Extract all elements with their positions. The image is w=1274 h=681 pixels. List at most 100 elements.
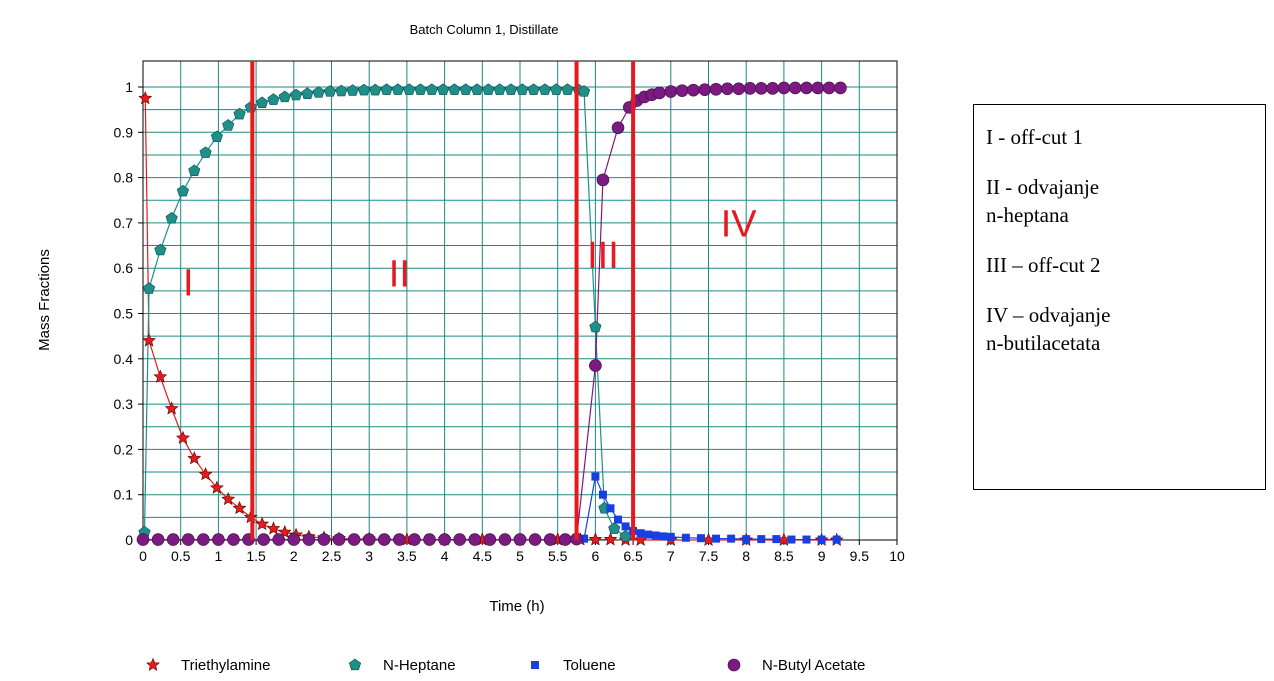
point-toluene — [832, 535, 841, 544]
point-n-heptane — [335, 84, 348, 97]
point-n-butyl-acetate — [317, 533, 331, 546]
point-n-heptane — [357, 83, 370, 96]
point-n-butyl-acetate — [302, 533, 316, 546]
point-n-heptane — [608, 522, 621, 534]
legend-marker-n-heptane — [348, 658, 362, 671]
annotation-entry-1: I - off-cut 1 — [986, 125, 1083, 149]
point-toluene — [787, 535, 796, 544]
point-toluene — [666, 532, 675, 541]
point-triethylamine — [142, 333, 156, 347]
x-tick-label: 7.5 — [699, 548, 719, 564]
point-n-butyl-acetate — [513, 533, 527, 546]
point-n-butyl-acetate — [166, 533, 180, 546]
point-n-heptane — [142, 282, 156, 294]
x-tick-label: 9 — [818, 548, 826, 564]
point-n-butyl-acetate — [362, 533, 376, 546]
x-tick-label: 5 — [516, 548, 524, 564]
x-tick-label: 4 — [441, 548, 449, 564]
point-n-heptane — [323, 85, 337, 97]
point-n-heptane — [403, 83, 416, 95]
x-tick-label: 6 — [592, 548, 600, 564]
legend-marker-n-butyl-acetate — [727, 658, 741, 672]
legend-label-toluene: Toluene — [563, 657, 616, 674]
point-toluene — [727, 534, 736, 543]
point-n-butyl-acetate — [423, 533, 436, 546]
point-toluene — [742, 535, 751, 544]
y-tick-label: 0.7 — [114, 215, 134, 231]
y-tick-label: 0.8 — [114, 170, 134, 186]
legend: Triethylamine N-Heptane Toluene N-Butyl Ace… — [146, 657, 865, 674]
x-tick-label: 2.5 — [322, 548, 342, 564]
annotation-entry-4: IV – odvajanje n-butilacetata — [986, 303, 1111, 355]
point-n-butyl-acetate — [347, 533, 361, 546]
point-toluene — [580, 534, 589, 543]
point-n-butyl-acetate — [777, 81, 791, 95]
point-triethylamine — [255, 516, 270, 531]
point-n-heptane — [176, 184, 190, 197]
point-n-heptane — [538, 83, 551, 95]
point-n-heptane — [290, 88, 303, 101]
point-n-heptane — [516, 83, 529, 95]
x-tick-label: 7 — [667, 548, 675, 564]
point-n-heptane — [414, 83, 427, 95]
point-n-heptane — [482, 83, 495, 95]
point-triethylamine — [266, 521, 281, 535]
point-n-heptane — [369, 83, 382, 96]
point-n-butyl-acetate — [197, 533, 210, 546]
point-n-butyl-acetate — [453, 533, 466, 546]
point-n-butyl-acetate — [227, 533, 240, 546]
point-toluene — [817, 535, 826, 544]
x-tick-label: 1.5 — [246, 548, 266, 564]
y-axis-label: Mass Fractions — [36, 249, 53, 351]
point-toluene — [621, 522, 630, 531]
point-n-heptane — [188, 164, 201, 176]
point-n-heptane — [267, 93, 280, 105]
x-tick-label: 5.5 — [548, 548, 568, 564]
series-markers — [136, 81, 847, 546]
point-n-heptane — [165, 211, 178, 224]
chart-title: Batch Column 1, Distillate — [410, 22, 559, 37]
point-n-butyl-acetate — [709, 82, 723, 96]
annotation-entry-3: III – off-cut 2 — [986, 253, 1101, 277]
point-n-heptane — [210, 130, 223, 142]
point-n-butyl-acetate — [698, 83, 712, 97]
point-n-butyl-acetate — [811, 81, 825, 95]
point-n-heptane — [493, 83, 506, 95]
point-toluene — [591, 472, 600, 481]
point-n-butyl-acetate — [151, 533, 165, 546]
cut-lines — [250, 61, 636, 540]
point-triethylamine — [232, 501, 247, 515]
x-tick-label: 10 — [889, 548, 905, 564]
point-n-butyl-acetate — [800, 81, 813, 95]
point-n-butyl-acetate — [589, 359, 602, 372]
point-n-butyl-acetate — [653, 86, 666, 100]
y-tick-label: 0.1 — [114, 487, 134, 503]
point-triethylamine — [164, 401, 179, 415]
point-toluene — [802, 535, 811, 544]
region-label: IV — [721, 203, 758, 245]
point-n-heptane — [527, 83, 540, 95]
x-tick-label: 0.5 — [171, 548, 191, 564]
y-tick-labels: 0 0.1 0.2 0.3 0.4 0.5 0.6 0.7 0.8 0.9 1 — [114, 79, 143, 548]
point-n-butyl-acetate — [393, 533, 406, 546]
point-n-butyl-acetate — [687, 83, 700, 97]
region-label: III — [587, 235, 619, 277]
point-n-butyl-acetate — [611, 121, 625, 135]
y-tick-label: 0.2 — [114, 441, 134, 457]
point-n-heptane — [346, 84, 359, 96]
point-n-butyl-acetate — [558, 533, 572, 546]
point-n-butyl-acetate — [528, 533, 542, 546]
point-toluene — [696, 534, 705, 543]
point-n-heptane — [550, 83, 563, 95]
point-triethylamine — [138, 91, 153, 105]
point-n-heptane — [437, 83, 450, 95]
point-triethylamine — [187, 451, 202, 465]
point-n-heptane — [459, 83, 472, 95]
legend-label-triethylamine: Triethylamine — [181, 657, 270, 674]
point-n-heptane — [391, 83, 404, 95]
region-label: II — [389, 253, 410, 295]
point-n-butyl-acetate — [257, 533, 270, 546]
series-line-triethylamine — [144, 98, 837, 541]
point-toluene — [659, 532, 668, 541]
